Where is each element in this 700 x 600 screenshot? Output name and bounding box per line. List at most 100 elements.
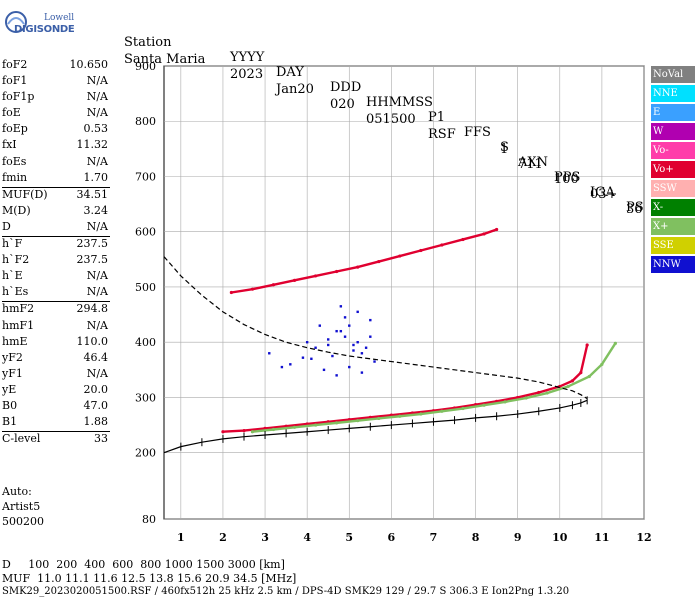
logo-brand: Lowell (44, 13, 75, 23)
param-row: yF1 N/A (2, 367, 110, 383)
y-tick-label: 700 (135, 170, 156, 183)
param-label: h`Es (2, 285, 29, 299)
header-value: Santa Maria (124, 52, 206, 67)
param-row: D N/A (2, 220, 110, 236)
param-label: MUF(D) (2, 187, 48, 201)
data-point (495, 227, 499, 232)
param-row: C-level 33 (2, 432, 110, 448)
param-row: h`Es N/A (2, 285, 110, 301)
param-value: 20.0 (83, 382, 109, 396)
param-row: M(D) 3.24 (2, 204, 110, 220)
divider (2, 236, 110, 238)
x-tick-label: 6 (388, 531, 396, 544)
header-label: PPS (554, 170, 581, 185)
param-row: yF2 46.4 (2, 351, 110, 367)
param-value: 1.70 (83, 170, 109, 184)
param-label: foF2 (2, 58, 28, 71)
series-muf-d (163, 256, 588, 400)
series-nnw (268, 305, 376, 377)
data-point (348, 365, 351, 369)
y-tick-label: 200 (135, 447, 156, 460)
data-point (339, 329, 343, 333)
data-point (360, 352, 364, 355)
param-row: B1 1.88 (2, 415, 110, 431)
series-vo-multiple-hop-trace (230, 228, 498, 294)
data-point (271, 427, 276, 432)
data-point (364, 346, 368, 349)
legend-item: NNE (651, 85, 695, 102)
legend-item: X+ (651, 218, 695, 235)
legend: NoVal NNE E W Vo- Vo+ SSW X- X+ SSE NNW (651, 66, 695, 275)
data-point (461, 237, 465, 242)
param-row: MUF(D) 34.51 (2, 188, 110, 204)
x-tick-label: 2 (219, 531, 227, 544)
x-tick-label: 9 (514, 531, 522, 544)
param-row: foEs N/A (2, 155, 110, 171)
data-point (356, 341, 359, 344)
data-point (331, 354, 334, 358)
param-row: foF1p N/A (2, 90, 110, 106)
data-point (313, 274, 318, 278)
data-point (327, 338, 330, 341)
logo-icon (5, 11, 27, 33)
param-value: 11.32 (76, 138, 109, 152)
param-row: hmF1 N/A (2, 319, 110, 335)
param-label: hmE (2, 334, 28, 348)
header-labels: Station YYYY DAY DDD HHMMSS P1 FFS S AXN… (124, 20, 644, 215)
legend-item: SSE (651, 237, 695, 254)
param-value: N/A (86, 74, 108, 88)
param-value: 237.5 (76, 237, 109, 251)
param-value: 34.51 (76, 187, 109, 201)
header-label: S (500, 140, 509, 155)
data-point (343, 335, 347, 338)
header-label: HHMMSS (366, 95, 433, 110)
data-point (566, 384, 570, 389)
param-label: B0 (2, 398, 18, 412)
data-point (461, 406, 465, 411)
chart-grid (163, 65, 645, 520)
data-point (545, 391, 549, 395)
data-point (314, 346, 317, 349)
data-point (335, 269, 339, 274)
y-tick-label: 600 (135, 226, 156, 239)
data-point (419, 412, 423, 416)
data-point (377, 416, 381, 421)
param-label: M(D) (2, 203, 31, 217)
param-label: h`E (2, 269, 23, 283)
param-value: N/A (86, 90, 108, 104)
param-label: h`F (2, 237, 23, 251)
data-point (318, 324, 321, 327)
param-value: N/A (86, 154, 108, 168)
param-value: 47.0 (83, 398, 109, 412)
x-tick-label: 7 (430, 531, 438, 544)
param-row: foF2 10.650 (2, 58, 110, 74)
x-tick-label: 5 (345, 531, 353, 544)
data-point (482, 232, 486, 236)
param-label: fmin (2, 170, 28, 184)
header-value: Jan20 (276, 82, 314, 97)
data-point (292, 278, 297, 282)
param-label: foEp (2, 122, 28, 136)
data-point (600, 362, 604, 366)
header-label: DDD (330, 80, 362, 95)
data-point (585, 343, 589, 347)
legend-item: NNW (651, 256, 695, 273)
param-row: h`F 237.5 (2, 237, 110, 253)
param-label: yF1 (2, 366, 23, 380)
data-point (377, 259, 381, 264)
data-point (537, 390, 541, 395)
header-label: IGA (590, 185, 615, 200)
data-point (335, 374, 338, 377)
data-point (503, 400, 507, 404)
param-value: N/A (86, 285, 108, 299)
series-muf-d-line (163, 256, 588, 400)
param-label: foF1p (2, 90, 35, 104)
param-row: foF1 N/A (2, 74, 110, 90)
param-value: 33 (94, 432, 108, 446)
header-value: 1 (500, 142, 509, 157)
autoscaling-program: Artist5 (2, 500, 41, 513)
param-value: 237.5 (76, 253, 109, 267)
header-value: RSF (428, 127, 456, 142)
data-point (221, 430, 225, 434)
data-point (419, 248, 423, 253)
